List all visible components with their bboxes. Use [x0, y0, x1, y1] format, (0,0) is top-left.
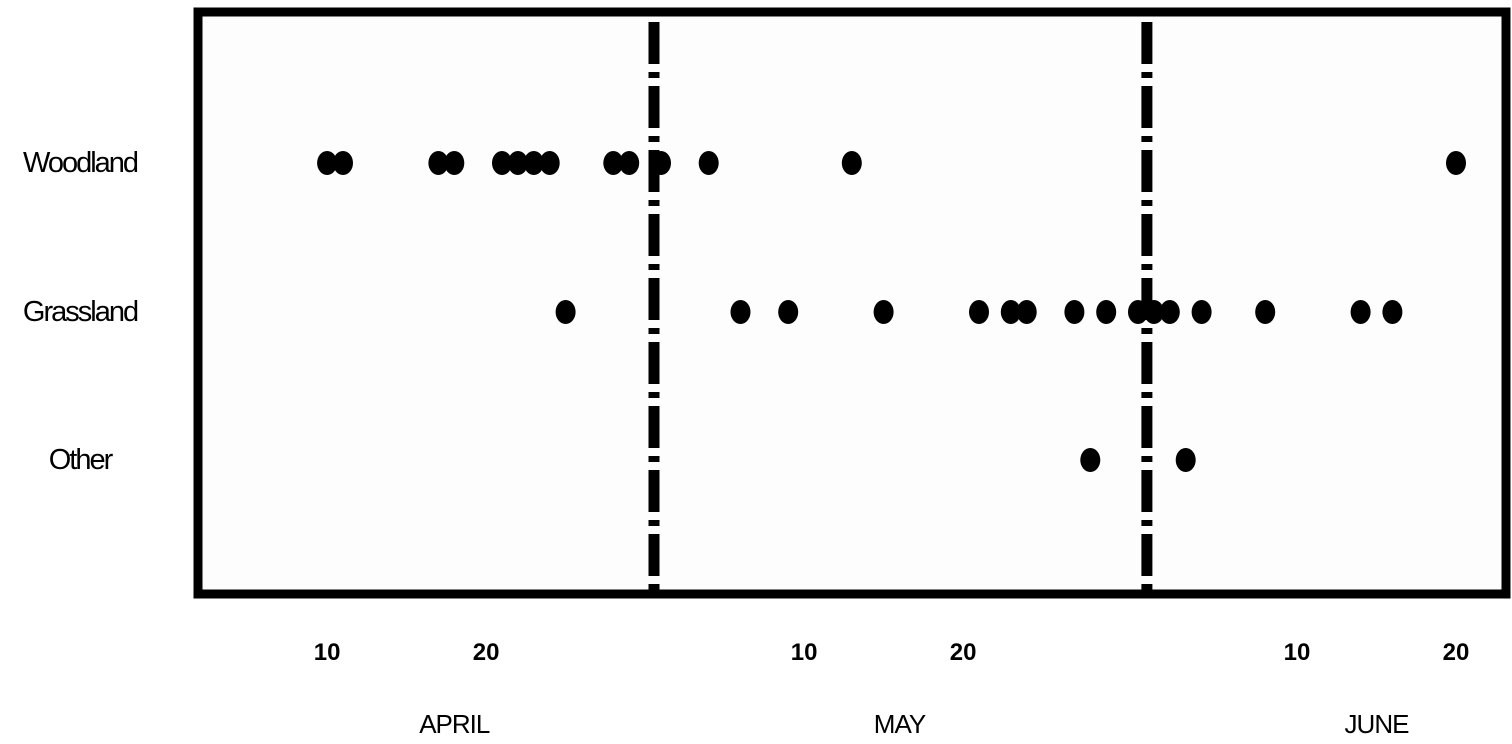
data-point-grassland: [1064, 300, 1085, 324]
data-point-woodland: [333, 151, 353, 175]
data-point-grassland: [1128, 300, 1148, 324]
plot-frame: [193, 7, 1511, 599]
x-tick-labels: 10 20 10 20 10 20: [314, 639, 1470, 666]
data-point-woodland: [428, 151, 449, 175]
data-point-other: [1080, 448, 1101, 472]
plot-border: [193, 7, 1511, 599]
category-label-grassland: Grassland: [23, 296, 138, 328]
data-point-grassland: [778, 300, 799, 324]
x-tick-label: 10: [314, 639, 341, 666]
data-point-woodland: [841, 151, 862, 175]
data-point-grassland: [1191, 300, 1212, 324]
data-point-woodland: [492, 151, 512, 175]
data-point-woodland: [507, 151, 528, 175]
category-label-woodland: Woodland: [23, 147, 138, 179]
category-label-other: Other: [49, 444, 114, 476]
data-point-woodland: [1446, 151, 1466, 175]
data-point-woodland: [523, 151, 544, 175]
data-point-grassland: [1159, 300, 1180, 324]
data-point-woodland: [603, 151, 624, 175]
data-point-grassland: [1350, 300, 1371, 324]
data-point-grassland: [1382, 300, 1403, 324]
data-point-grassland: [1016, 300, 1037, 324]
month-labels: APRIL MAY JUNE: [419, 709, 1410, 739]
data-point-grassland: [1000, 300, 1021, 324]
month-label-may: MAY: [874, 709, 926, 739]
month-label-april: APRIL: [419, 709, 490, 739]
data-point-grassland: [1143, 300, 1164, 324]
data-point-grassland: [873, 300, 894, 324]
data-point-woodland: [317, 151, 338, 175]
category-labels: Woodland Grassland Other: [23, 147, 140, 476]
data-point-woodland: [539, 151, 560, 175]
data-point-grassland: [1255, 300, 1276, 324]
data-point-woodland: [619, 151, 640, 175]
data-points: [317, 151, 1466, 472]
data-point-grassland: [730, 300, 751, 324]
x-tick-label: 10: [791, 639, 818, 666]
month-label-june: JUNE: [1345, 709, 1410, 739]
x-tick-label: 20: [950, 639, 977, 666]
x-tick-label: 20: [1443, 639, 1470, 666]
data-point-other: [1175, 448, 1196, 472]
data-point-woodland: [444, 151, 465, 175]
x-tick-label: 20: [473, 639, 500, 666]
data-point-woodland: [698, 151, 719, 175]
x-tick-label: 10: [1284, 639, 1311, 666]
data-point-woodland: [651, 151, 671, 175]
data-point-grassland: [1096, 300, 1117, 324]
data-point-grassland: [555, 300, 576, 324]
data-point-grassland: [969, 300, 989, 324]
